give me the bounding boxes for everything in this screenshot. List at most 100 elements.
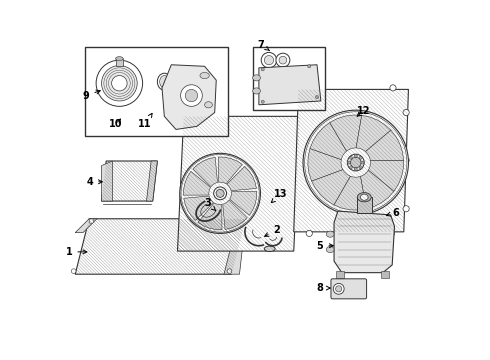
Ellipse shape <box>116 57 123 60</box>
Ellipse shape <box>253 75 260 81</box>
Polygon shape <box>198 203 222 230</box>
Circle shape <box>216 189 224 197</box>
Circle shape <box>403 109 409 116</box>
Polygon shape <box>330 115 362 151</box>
Polygon shape <box>147 161 157 201</box>
Circle shape <box>347 161 350 164</box>
Bar <box>84 47 228 136</box>
Polygon shape <box>334 176 367 210</box>
Text: 11: 11 <box>138 113 152 129</box>
Circle shape <box>181 85 202 106</box>
Text: 10: 10 <box>109 119 122 129</box>
Circle shape <box>261 100 264 103</box>
Circle shape <box>180 153 260 233</box>
Text: 5: 5 <box>317 241 333 251</box>
Ellipse shape <box>357 193 371 202</box>
Polygon shape <box>227 166 256 191</box>
Circle shape <box>333 283 344 294</box>
Circle shape <box>336 286 342 292</box>
Text: 2: 2 <box>265 225 280 236</box>
Circle shape <box>403 157 409 163</box>
Circle shape <box>101 66 137 101</box>
Text: 9: 9 <box>83 90 100 100</box>
Circle shape <box>303 110 409 215</box>
Ellipse shape <box>253 88 260 94</box>
Circle shape <box>388 230 394 237</box>
Bar <box>336 271 344 278</box>
Polygon shape <box>334 211 394 273</box>
Circle shape <box>112 76 127 91</box>
Circle shape <box>89 219 94 223</box>
Text: 12: 12 <box>357 106 370 116</box>
Polygon shape <box>259 65 321 105</box>
Circle shape <box>185 89 197 102</box>
Circle shape <box>349 166 352 169</box>
Polygon shape <box>230 192 257 215</box>
Polygon shape <box>224 219 245 274</box>
Circle shape <box>390 85 396 91</box>
Ellipse shape <box>264 246 275 252</box>
Bar <box>116 59 123 66</box>
Text: 6: 6 <box>387 208 399 217</box>
Polygon shape <box>366 130 404 161</box>
FancyBboxPatch shape <box>331 279 367 299</box>
Ellipse shape <box>326 231 334 237</box>
Circle shape <box>237 220 242 224</box>
Polygon shape <box>368 160 404 192</box>
Text: 13: 13 <box>271 189 287 203</box>
Ellipse shape <box>205 102 212 108</box>
Text: 8: 8 <box>317 283 330 293</box>
Ellipse shape <box>361 194 368 200</box>
Polygon shape <box>223 200 247 229</box>
Circle shape <box>264 55 273 65</box>
Polygon shape <box>356 115 391 152</box>
Ellipse shape <box>326 247 334 253</box>
Text: 1: 1 <box>66 247 87 257</box>
Circle shape <box>359 166 362 169</box>
Circle shape <box>261 53 277 68</box>
Polygon shape <box>294 89 409 232</box>
Bar <box>253 47 325 110</box>
Polygon shape <box>308 148 343 181</box>
Circle shape <box>354 168 357 171</box>
Circle shape <box>72 269 76 274</box>
Polygon shape <box>183 171 211 195</box>
Polygon shape <box>177 116 300 251</box>
Polygon shape <box>361 170 394 209</box>
Polygon shape <box>162 65 216 130</box>
Polygon shape <box>184 196 214 220</box>
Polygon shape <box>312 170 350 205</box>
Text: 4: 4 <box>87 177 102 187</box>
Circle shape <box>308 65 311 68</box>
Circle shape <box>279 56 287 64</box>
Bar <box>381 271 389 278</box>
Circle shape <box>261 68 264 71</box>
Polygon shape <box>193 157 218 187</box>
Circle shape <box>214 187 226 200</box>
Circle shape <box>276 53 290 67</box>
Circle shape <box>349 156 352 159</box>
Polygon shape <box>75 219 245 274</box>
Polygon shape <box>218 157 243 184</box>
Circle shape <box>350 157 361 168</box>
Circle shape <box>96 60 143 106</box>
Ellipse shape <box>160 76 169 88</box>
Circle shape <box>354 154 357 157</box>
Polygon shape <box>101 161 157 201</box>
Ellipse shape <box>157 73 171 90</box>
Bar <box>357 197 372 213</box>
Ellipse shape <box>200 72 209 78</box>
Circle shape <box>359 156 362 159</box>
Circle shape <box>227 269 232 274</box>
Polygon shape <box>75 219 97 233</box>
Circle shape <box>347 154 364 171</box>
Polygon shape <box>310 122 346 159</box>
Text: 3: 3 <box>204 198 216 211</box>
Circle shape <box>403 206 409 212</box>
Circle shape <box>306 230 312 237</box>
Circle shape <box>312 85 318 91</box>
Polygon shape <box>101 161 112 201</box>
Circle shape <box>316 95 318 99</box>
Circle shape <box>361 161 364 164</box>
Text: 7: 7 <box>258 40 270 51</box>
